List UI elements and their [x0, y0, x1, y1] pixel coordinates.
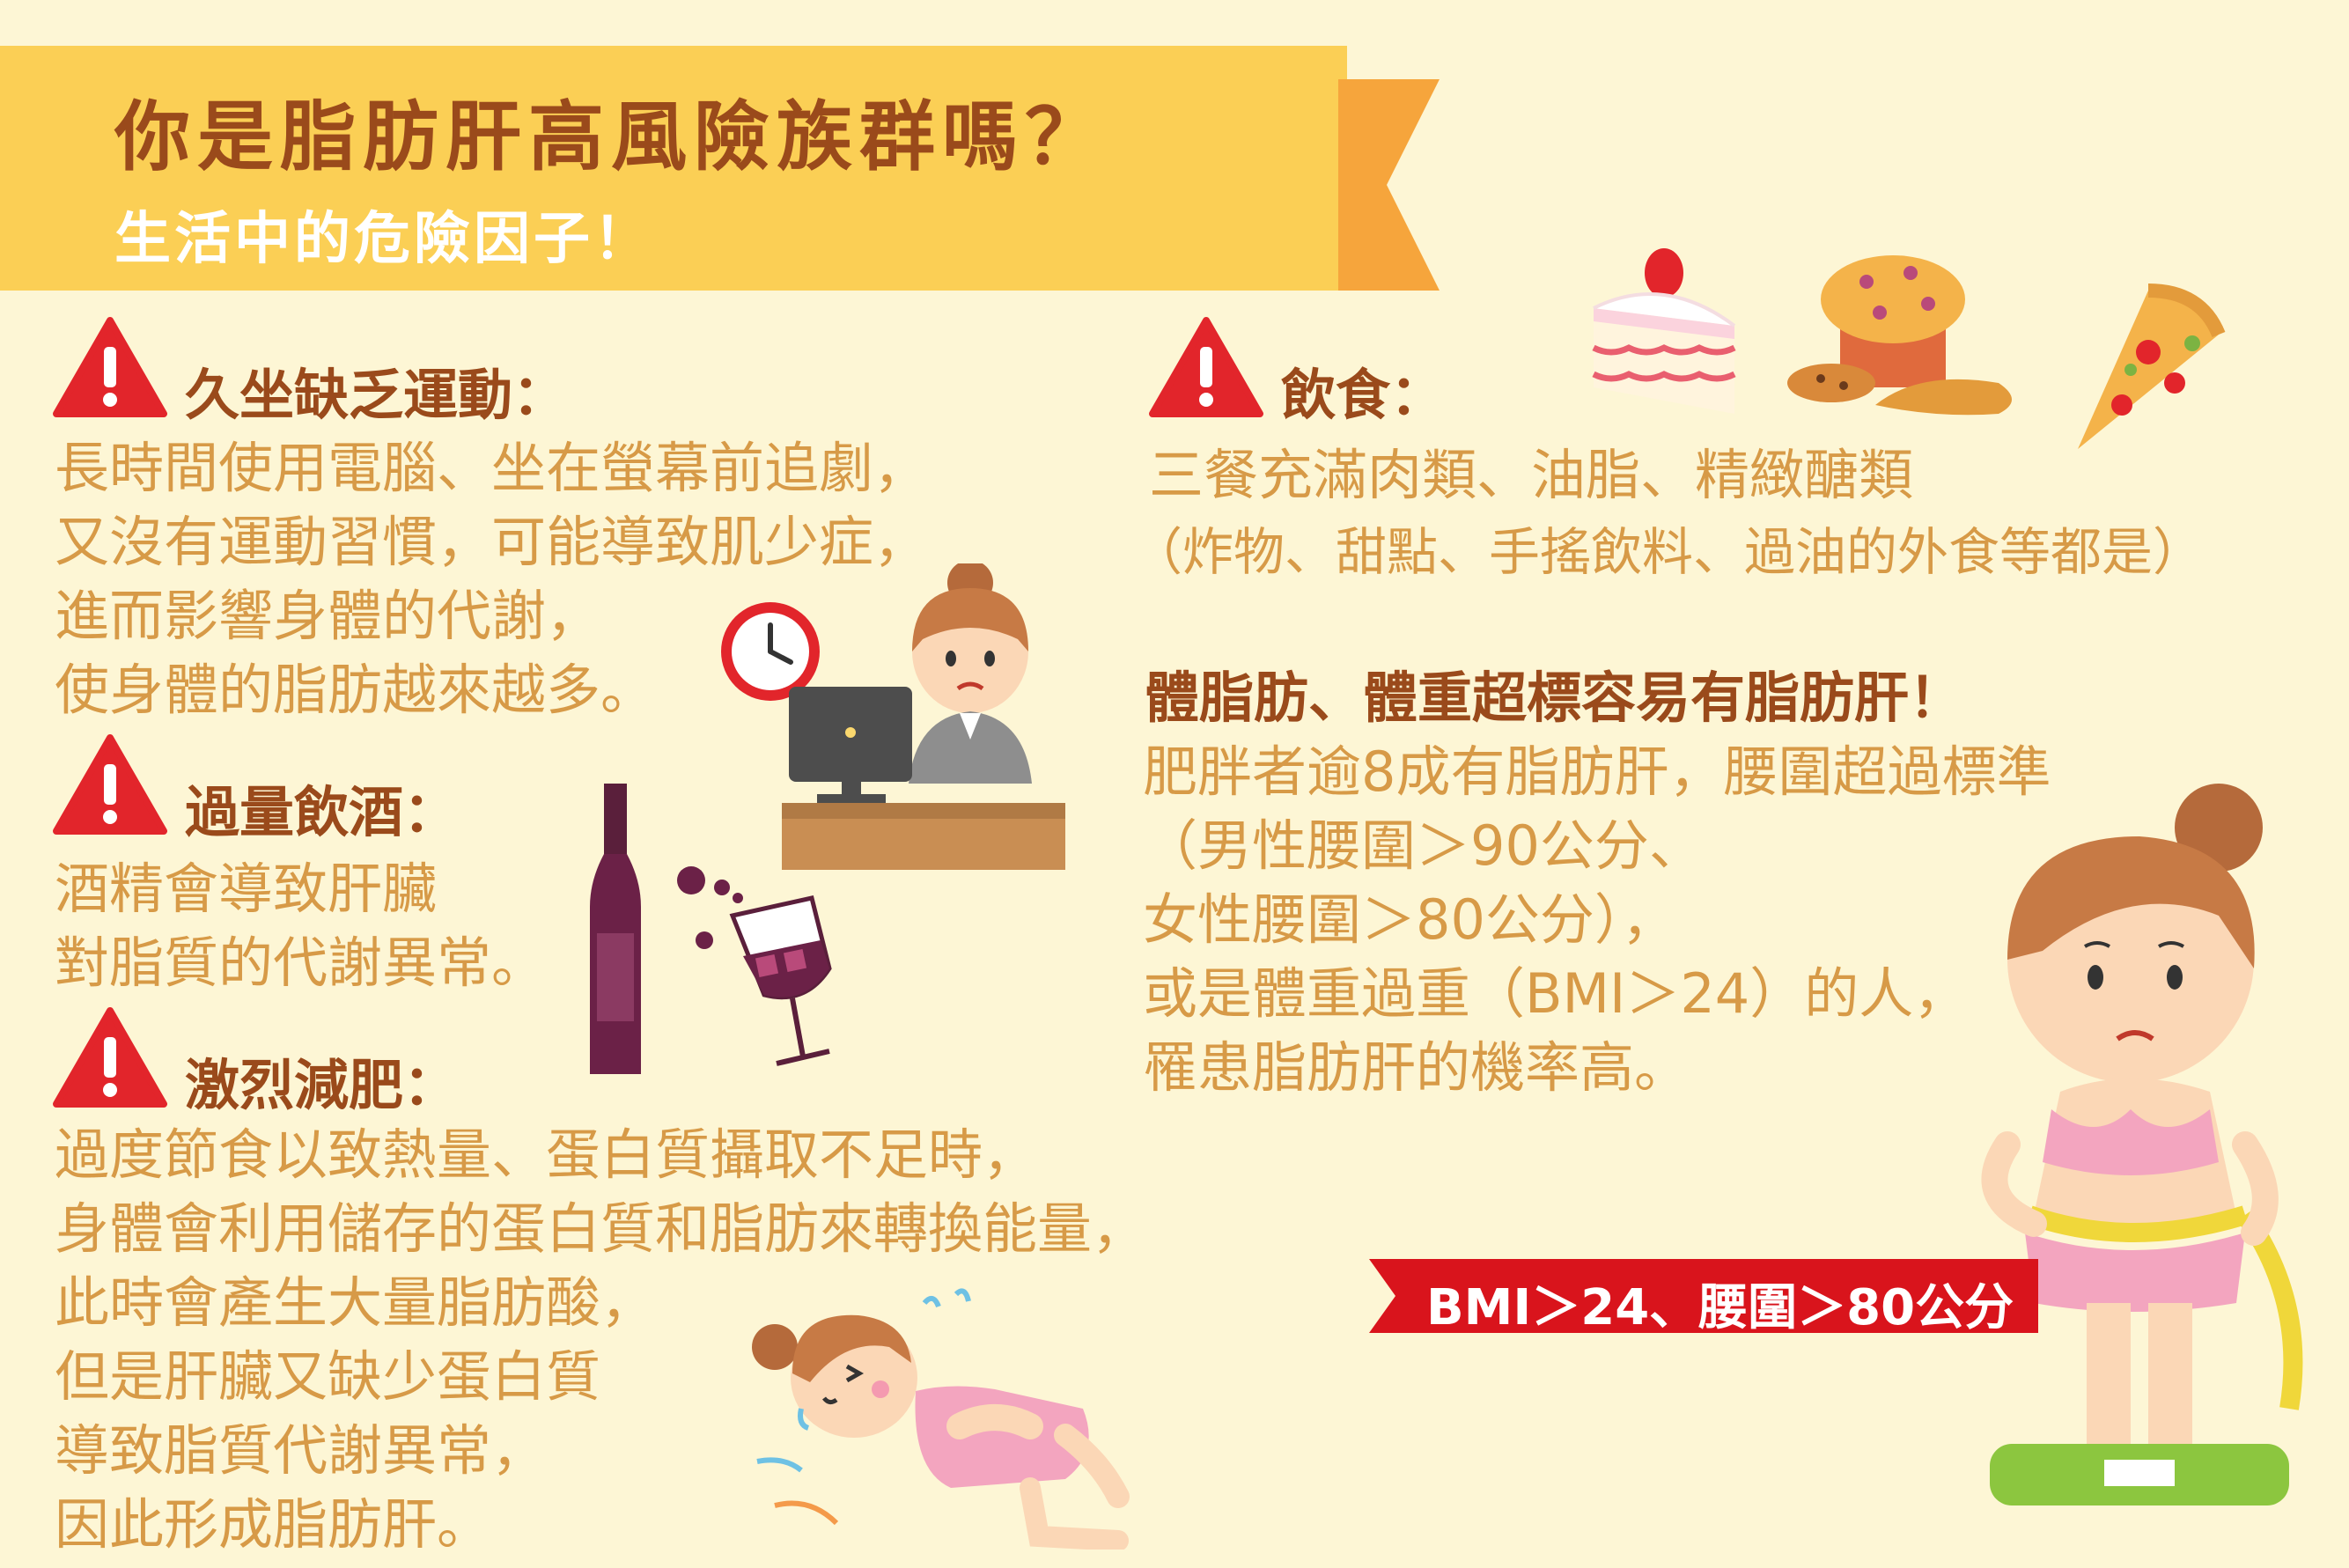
body-line: 或是體重過重（BMI＞24）的人， — [1143, 961, 1969, 1026]
body-line: 但是肝臟又缺少蛋白質 — [55, 1344, 601, 1409]
body-line: 長時間使用電腦、坐在螢幕前追劇， — [55, 436, 929, 500]
office-worker-illustration — [721, 563, 1065, 870]
body-line: 使身體的脂肪越來越多。 — [55, 658, 656, 722]
section-heading-sedentary: 久坐缺乏運動： — [185, 363, 568, 427]
warning-icon — [53, 734, 167, 835]
banner-ribbon-tail — [1338, 79, 1440, 291]
section-body-alcohol: 酒精會導致肝臟 對脂質的代謝異常。 — [55, 852, 546, 1000]
section-heading-alcohol: 過量飲酒： — [185, 780, 459, 844]
pizza-icon — [2078, 283, 2226, 449]
warning-icon — [1149, 317, 1263, 417]
section-heading-weight: 體脂肪、體重超標容易有脂肪肝！ — [1145, 666, 1964, 730]
body-line: 罹患脂肪肝的機率高。 — [1143, 1035, 1690, 1100]
body-line: 肥胖者逾8成有脂肪肝，腰圍超過標準 — [1143, 740, 2051, 804]
body-line: 三餐充滿肉類、油脂、精緻醣類 — [1149, 443, 1914, 507]
body-line: 過度節食以致熱量、蛋白質攝取不足時， — [55, 1123, 1038, 1187]
section-body-food: 三餐充滿肉類、油脂、精緻醣類 — [1149, 438, 1913, 512]
header-banner — [0, 46, 1347, 291]
section-body-food-note: （炸物、甜點、手搖飲料、過油的外食等都是） — [1131, 515, 2204, 589]
section-heading-dieting: 激烈減肥： — [185, 1053, 459, 1117]
body-line: 對脂質的代謝異常。 — [55, 931, 547, 995]
body-line: 酒精會導致肝臟 — [55, 857, 438, 921]
cake-icon — [1592, 248, 1736, 414]
section-body-weight: 肥胖者逾8成有脂肪肝，腰圍超過標準 （男性腰圍＞90公分、 女性腰圍＞80公分）… — [1143, 735, 2051, 1105]
warning-icon — [53, 1007, 167, 1108]
body-line: 又沒有運動習慣，可能導致肌少症， — [55, 510, 929, 574]
section-body-dieting: 過度節食以致熱量、蛋白質攝取不足時， 身體會利用儲存的蛋白質和脂肪來轉換能量， … — [55, 1118, 1146, 1562]
section-body-sedentary: 長時間使用電腦、坐在螢幕前追劇， 又沒有運動習慣，可能導致肌少症， 進而影響身體… — [55, 431, 928, 727]
bmi-banner-shape — [1369, 1259, 2038, 1333]
junk-food-illustration — [1592, 248, 2226, 449]
body-line: 此時會產生大量脂肪酸， — [55, 1270, 656, 1335]
body-line: （男性腰圍＞90公分、 — [1143, 813, 1704, 878]
warning-icon — [53, 317, 167, 417]
wine-bottle-and-glass-illustration — [590, 784, 832, 1074]
section-heading-food: 飲食： — [1281, 363, 1446, 427]
croissant-icon — [1875, 379, 2012, 416]
overweight-woman-illustration — [1981, 784, 2303, 1505]
fainting-woman-illustration — [752, 1288, 1130, 1550]
body-line: （炸物、甜點、手搖飲料、過油的外食等都是） — [1131, 522, 2205, 582]
body-line: 女性腰圍＞80公分）， — [1143, 887, 1676, 952]
bmi-banner-text: BMI＞24、腰圍＞80公分 — [1426, 1279, 2014, 1336]
body-line: 進而影響身體的代謝， — [55, 584, 601, 648]
body-line: 導致脂質代謝異常， — [55, 1418, 547, 1483]
page-subtitle: 生活中的危險因子！ — [114, 207, 653, 272]
body-line: 因此形成脂肪肝。 — [55, 1492, 492, 1557]
body-line: 身體會利用儲存的蛋白質和脂肪來轉換能量， — [55, 1196, 1147, 1261]
cookie-icon — [1787, 364, 1875, 402]
page-title: 你是脂肪肝高風險族群嗎？ — [114, 93, 1108, 181]
